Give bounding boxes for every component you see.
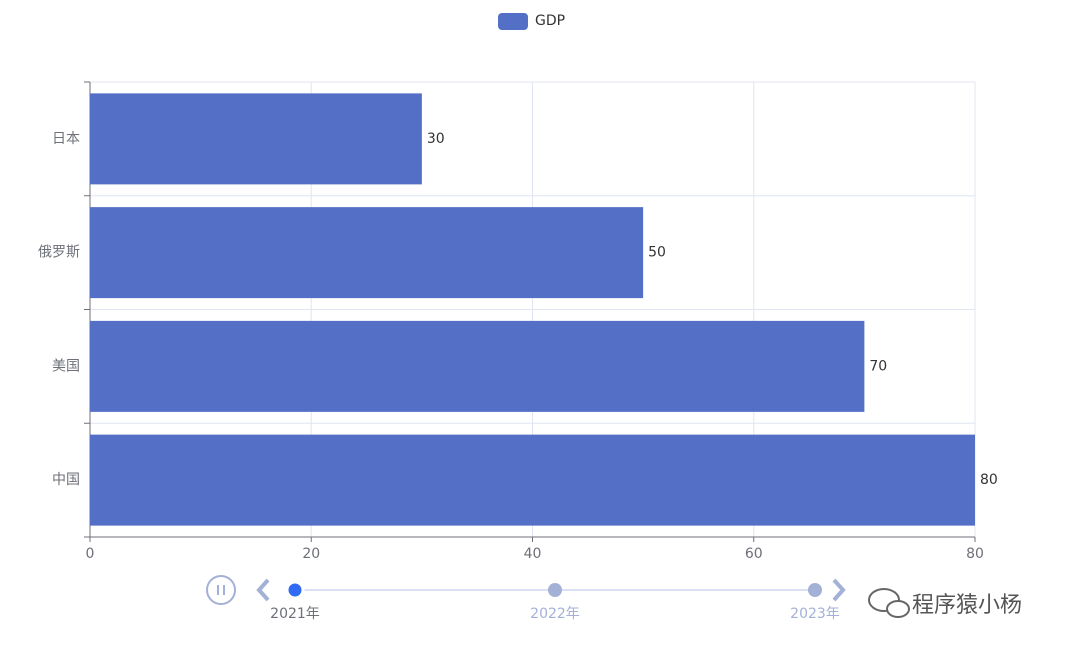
x-tick-label: 60 [745,546,763,562]
play-button[interactable] [206,575,236,605]
data-label: 50 [648,245,666,261]
x-tick-label: 20 [302,546,320,562]
watermark-text: 程序猿小杨 [912,593,1022,618]
pause-icon [217,585,225,595]
timeline-label: 2021年 [270,606,320,622]
data-label: 80 [980,472,998,488]
x-tick-label: 40 [524,546,542,562]
x-tick-label: 80 [966,546,984,562]
legend-label: GDP [535,13,565,29]
y-tick-label: 日本 [52,131,80,147]
wechat-icon [868,588,900,612]
y-tick-label: 中国 [52,472,80,488]
prev-button[interactable] [256,578,270,602]
x-tick-label: 0 [86,546,95,562]
timeline-label: 2023年 [790,606,840,622]
y-tick-label: 美国 [52,358,80,374]
data-label: 70 [869,358,887,374]
wechat-icon [886,600,910,618]
bar [90,320,865,412]
timeline-point[interactable] [548,583,562,597]
timeline-point[interactable] [285,580,305,600]
timeline-point[interactable] [808,583,822,597]
timeline-label: 2022年 [530,606,580,622]
data-label: 30 [427,131,445,147]
bar [90,207,644,299]
legend-swatch [498,13,528,30]
y-tick-label: 俄罗斯 [38,245,80,261]
bar [90,93,422,185]
next-button[interactable] [832,578,846,602]
watermark: 程序猿小杨 [868,588,1022,618]
bar [90,434,975,526]
